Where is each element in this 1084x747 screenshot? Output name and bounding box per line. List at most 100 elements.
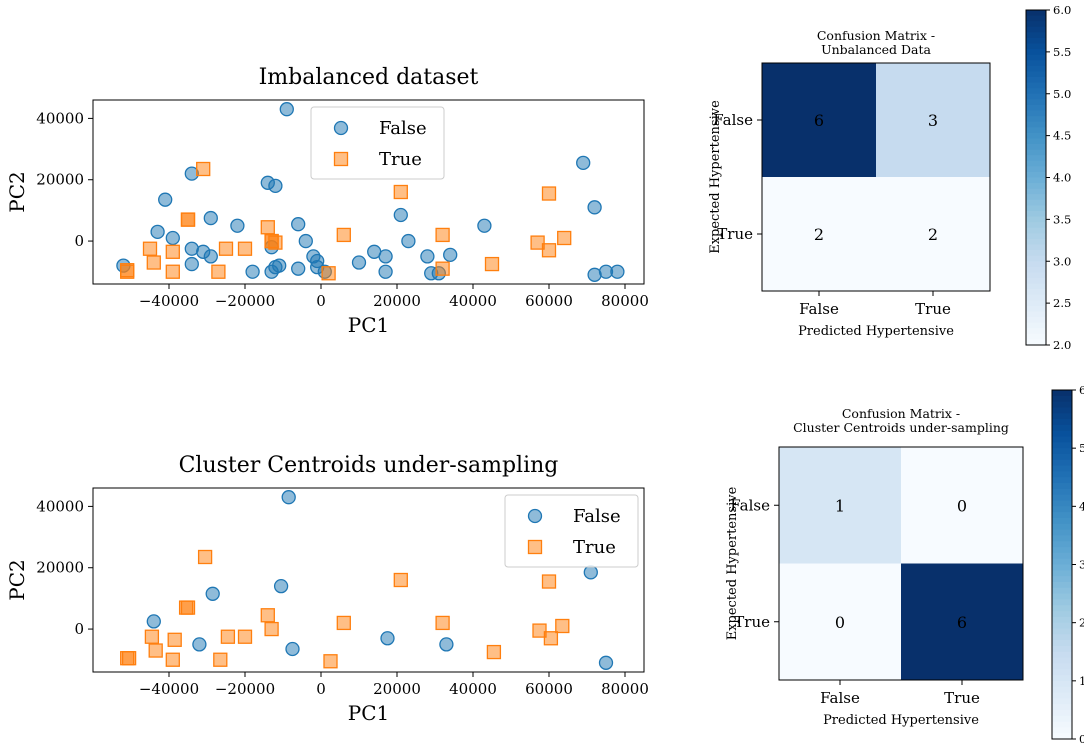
colorbar-band <box>1052 424 1072 432</box>
point-true <box>435 227 450 243</box>
colorbar-band <box>1026 110 1046 117</box>
colorbar-band <box>1026 305 1046 313</box>
colorbar-band <box>1052 517 1072 525</box>
colorbar-band <box>1052 471 1072 478</box>
colorbar-tick-label: 3.0 <box>1053 254 1071 268</box>
chart-title-line: Confusion Matrix - <box>842 406 960 421</box>
colorbar-band <box>1052 488 1072 496</box>
x-tick-label: True <box>915 300 951 318</box>
cell-value: 6 <box>957 613 967 632</box>
point-true <box>196 161 211 177</box>
x-tick-label: −20000 <box>215 680 275 698</box>
point-false <box>291 261 306 276</box>
colorbar-band <box>1052 576 1072 583</box>
x-tick-label: 60000 <box>525 292 573 310</box>
point-true <box>530 235 545 250</box>
scatter-chart-2: Cluster Centroids under-sampling −40000 −2… <box>5 453 649 725</box>
colorbar-band <box>1026 88 1046 95</box>
point-true <box>260 220 275 235</box>
point-false <box>439 637 454 652</box>
point-true <box>541 186 557 201</box>
colorbar-band <box>1026 99 1046 106</box>
point-false <box>245 264 260 279</box>
colorbar-band <box>1052 390 1072 397</box>
colorbar-band <box>1026 322 1046 329</box>
colorbar-band <box>1052 675 1072 682</box>
colorbar-band <box>1052 669 1072 676</box>
y-tick-label: 20000 <box>36 171 84 189</box>
colorbar-band <box>1052 570 1072 577</box>
legend-marker-true <box>527 539 543 555</box>
matrix-frame <box>761 62 991 292</box>
point-true <box>543 631 559 646</box>
colorbar-band <box>1026 144 1046 151</box>
x-axis-label: Predicted Hypertensive <box>823 713 979 728</box>
x-tick-label: 0 <box>316 292 326 310</box>
matrix-cell <box>901 447 1023 564</box>
x-axis-label: Predicted Hypertensive <box>798 324 954 339</box>
point-true <box>120 264 135 279</box>
colorbar-band <box>1026 216 1046 223</box>
colorbar-band <box>1052 512 1072 519</box>
colorbar-band <box>1052 552 1072 560</box>
colorbar-band <box>1026 32 1046 39</box>
colorbar-band <box>1026 311 1046 318</box>
colorbar-tick-label: 2.5 <box>1053 296 1071 310</box>
colorbar-band <box>1026 116 1046 123</box>
point-false <box>230 218 245 233</box>
colorbar-band <box>1052 523 1072 531</box>
scatter-chart-0: Imbalanced dataset −40000 −20000 0 20000 4000… <box>5 65 649 337</box>
x-axis-label: PC1 <box>348 313 389 337</box>
point-false <box>393 207 408 223</box>
x-tick-label: False <box>820 689 860 707</box>
cell-value: 0 <box>957 496 967 515</box>
colorbar-band <box>1026 26 1046 33</box>
point-false <box>272 258 287 273</box>
point-true <box>555 618 570 634</box>
point-true <box>218 241 234 256</box>
colorbar-band <box>1026 166 1046 173</box>
plot-frame <box>92 99 645 285</box>
matrix-cell <box>779 563 901 680</box>
point-false <box>279 102 294 117</box>
colorbar-band <box>1052 634 1072 641</box>
y-axis-label: PC2 <box>5 171 29 212</box>
colorbar-tick-label: 5.5 <box>1053 45 1071 59</box>
colorbar-band <box>1052 698 1072 705</box>
point-false <box>380 631 395 646</box>
colorbar-tick-label: 6.0 <box>1053 3 1071 17</box>
point-false <box>291 217 306 232</box>
colorbar-tick-label: 3.5 <box>1053 212 1071 226</box>
x-tick-label: −40000 <box>139 292 199 310</box>
point-false <box>205 586 220 601</box>
colorbar-band <box>1052 395 1072 403</box>
colorbar-band <box>1026 149 1046 156</box>
colorbar-band <box>1052 686 1072 694</box>
matrix-frame <box>778 446 1024 681</box>
confusion-matrix-3: Confusion Matrix -Cluster Centroids unde… <box>725 383 1084 746</box>
colorbar-band <box>1052 704 1072 711</box>
chart-title-line: Confusion Matrix - <box>817 28 935 43</box>
colorbar-tick-label: 3 <box>1079 558 1084 572</box>
colorbar-band <box>1026 244 1046 251</box>
point-true <box>165 264 180 279</box>
point-false <box>268 178 283 194</box>
colorbar-tick-label: 4.0 <box>1053 171 1071 185</box>
colorbar-band <box>1052 605 1072 612</box>
colorbar-band <box>1052 448 1072 455</box>
legend: False True <box>504 494 639 568</box>
point-true <box>264 621 279 637</box>
colorbar-band <box>1052 640 1072 647</box>
point-false <box>420 249 435 264</box>
point-true <box>121 651 137 666</box>
colorbar-tick-label: 0 <box>1079 732 1084 746</box>
y-tick-label: True <box>734 613 770 631</box>
point-true <box>541 243 557 258</box>
colorbar-band <box>1026 233 1046 240</box>
point-true <box>165 244 180 259</box>
colorbar-band <box>1052 564 1072 571</box>
colorbar-band <box>1052 622 1072 630</box>
point-false <box>165 230 180 246</box>
colorbar-band <box>1052 419 1072 426</box>
y-axis-label: Expected Hypertensive <box>708 100 723 254</box>
